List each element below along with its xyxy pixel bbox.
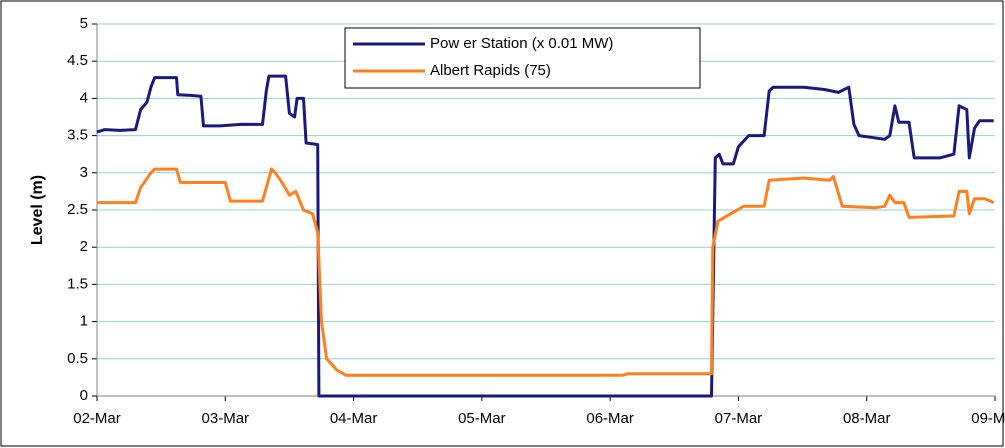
- y-tick-label: 1.5: [67, 275, 88, 292]
- y-tick-label: 3: [80, 164, 88, 181]
- x-tick-label: 06-Mar: [586, 410, 634, 427]
- legend-label: Pow er Station (x 0.01 MW): [430, 35, 613, 52]
- legend-label: Albert Rapids (75): [430, 62, 551, 79]
- series-line: [96, 74, 994, 398]
- y-tick-label: 0: [80, 387, 88, 404]
- y-tick-label: 5: [80, 15, 88, 32]
- x-tick-label: 09-Mar: [971, 410, 1005, 427]
- x-tick-label: 08-Mar: [843, 410, 891, 427]
- y-tick-label: 2.5: [67, 201, 88, 218]
- x-tick-label: 02-Mar: [73, 410, 121, 427]
- x-tick-label: 03-Mar: [202, 410, 250, 427]
- y-tick-label: 1: [80, 313, 88, 330]
- y-tick-label: 0.5: [67, 350, 88, 367]
- y-tick-label: 2: [80, 238, 88, 255]
- x-tick-label: 07-Mar: [715, 410, 763, 427]
- y-tick-label: 4.5: [67, 52, 88, 69]
- y-tick-label: 4: [80, 89, 88, 106]
- series-line: [97, 167, 995, 377]
- x-tick-label: 04-Mar: [330, 410, 378, 427]
- legend-box: [344, 27, 701, 89]
- y-tick-label: 3.5: [67, 127, 88, 144]
- x-tick-label: 05-Mar: [458, 410, 506, 427]
- y-axis-label: Level (m): [29, 175, 46, 245]
